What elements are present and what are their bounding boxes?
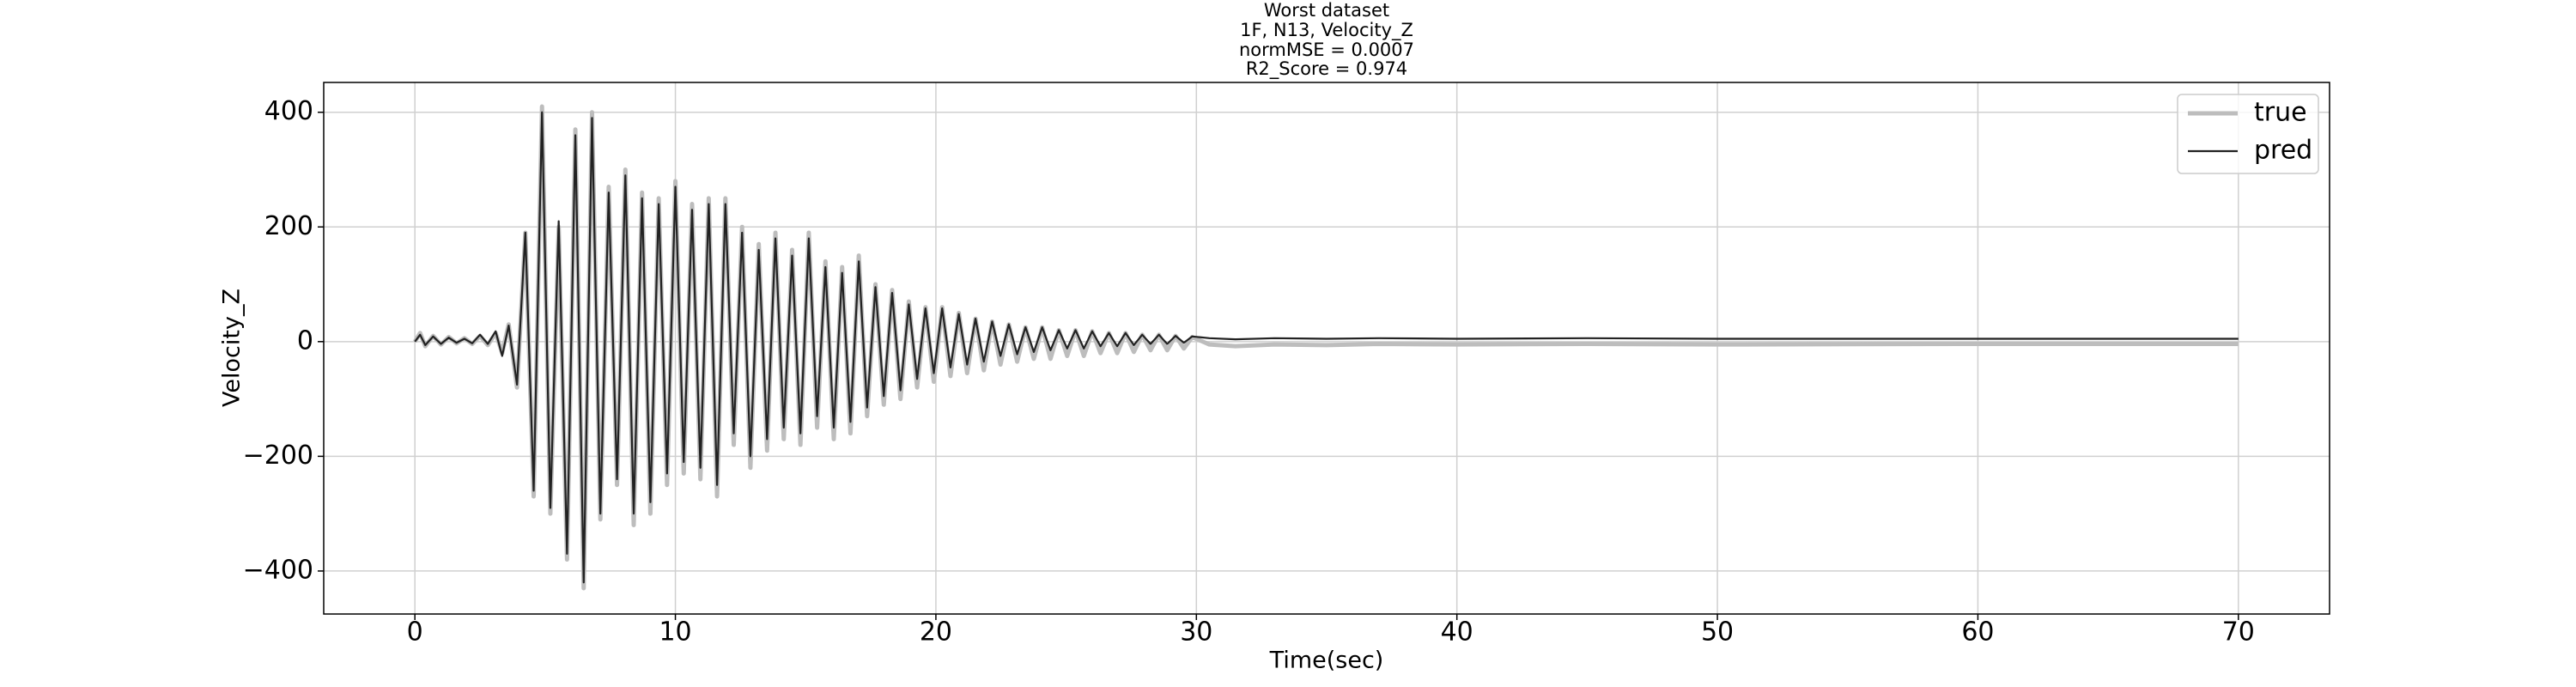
x-tick-label: 10 [659, 617, 691, 647]
series-line [414, 111, 2239, 584]
plot-frame [323, 82, 2330, 615]
x-tick-label: 40 [1441, 617, 1473, 647]
y-tick-label: −400 [243, 555, 313, 585]
y-axis-label: Velocity_Z [219, 289, 246, 407]
title-line: Worst dataset [1264, 0, 1389, 21]
legend: true pred [2177, 94, 2319, 174]
title-line: normMSE = 0.0007 [1239, 40, 1414, 60]
y-tick-label: 0 [297, 325, 313, 356]
x-tick-label: 60 [1961, 617, 1994, 647]
title-line: 1F, N13, Velocity_Z [1240, 20, 1413, 41]
x-tick-label: 70 [2222, 617, 2255, 647]
x-tick-label: 30 [1180, 617, 1212, 647]
y-tick-label: −200 [243, 441, 313, 471]
y-tick-label: 400 [264, 96, 313, 126]
y-tick-label: 200 [264, 211, 313, 241]
legend-label: true [2254, 98, 2307, 128]
x-tick-label: 50 [1701, 617, 1734, 647]
x-tick-label: 20 [920, 617, 952, 647]
x-tick-label: 0 [407, 617, 423, 647]
title-line: R2_Score = 0.974 [1246, 58, 1407, 80]
legend-label: pred [2254, 136, 2312, 166]
x-axis-label: Time(sec) [1269, 647, 1384, 674]
